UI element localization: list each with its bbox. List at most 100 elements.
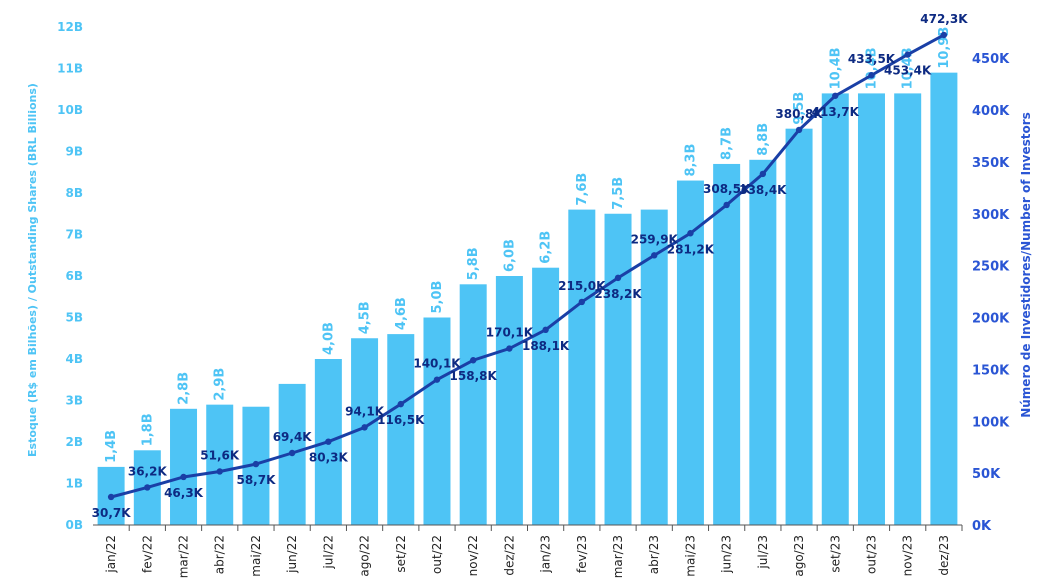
line-label: 338,4K	[739, 183, 787, 197]
bar-dez/22	[495, 276, 523, 525]
x-tick-mar/23: mar/23	[611, 535, 625, 578]
line-point	[252, 460, 260, 468]
right-tick: 200K	[972, 312, 1010, 327]
bar-abr/22	[206, 404, 234, 525]
x-tick-jan/23: jan/23	[539, 535, 553, 574]
line-point	[723, 201, 730, 209]
bar-out/23	[857, 93, 885, 526]
investors-line	[110, 33, 945, 499]
left-tick: 12B	[57, 20, 83, 34]
right-tick: 0K	[972, 519, 992, 534]
x-tick-nov/23: nov/23	[901, 535, 915, 576]
line-label: 80,3K	[309, 451, 349, 465]
line-label: 158,8K	[450, 369, 498, 383]
line-label: 380,8K	[775, 107, 823, 121]
left-tick: 1B	[66, 477, 84, 491]
left-axis-title: Estoque (R$ em Bilhões) / Outstanding Sh…	[26, 83, 39, 457]
left-tick: 5B	[66, 311, 84, 325]
x-axis-ticks: jan/22 fev/22 mar/22 abr/22 mai/22 jun/22 jul/…	[93, 524, 963, 578]
bar-label: 9,5B	[792, 92, 807, 125]
bar-ago/23	[785, 128, 813, 526]
right-tick: 350K	[972, 156, 1010, 171]
x-tick-mai/23: mai/23	[683, 535, 697, 577]
line-label: 140,1K	[413, 357, 461, 371]
bar-out/22	[423, 317, 451, 525]
bar-label: 7,6B	[575, 173, 590, 206]
bar-set/23	[821, 93, 849, 526]
line-label: 308,5K	[703, 182, 751, 196]
left-tick: 0B	[66, 518, 84, 532]
line-label: 188,1K	[522, 339, 570, 353]
line-label: 46,3K	[164, 486, 204, 500]
bar-set/22	[387, 334, 415, 525]
x-tick-mar/22: mar/22	[177, 535, 191, 578]
line-point	[940, 31, 948, 39]
x-tick-abr/23: abr/23	[647, 535, 661, 574]
x-tick-fev/22: fev/22	[140, 535, 154, 573]
bar-jan/23	[532, 267, 560, 525]
line-label: 170,1K	[486, 326, 534, 340]
bar-label: 1,4B	[104, 430, 119, 463]
x-tick-dez/23: dez/23	[937, 535, 951, 576]
x-tick-set/22: set/22	[394, 535, 408, 573]
bar-label: 2,9B	[213, 368, 228, 401]
bar-label: 10,4B	[828, 47, 843, 89]
left-tick: 2B	[66, 435, 84, 449]
line-label: 116,5K	[377, 413, 425, 427]
line-point	[325, 438, 332, 445]
line-label: 30,7K	[92, 506, 132, 520]
x-tick-out/22: out/22	[430, 535, 444, 574]
bar-label: 10,4B	[864, 47, 879, 89]
bar-label: 5,8B	[466, 247, 481, 280]
x-tick-jan/22: jan/22	[104, 535, 118, 574]
line-point	[216, 468, 223, 475]
right-tick: 450K	[972, 52, 1010, 67]
right-axis-ticks: 0K 50K 100K 150K 200K 250K 300K 350K 400K 450K	[972, 52, 1010, 534]
line-label: 413,7K	[812, 105, 860, 119]
line-label: 472,3K	[920, 12, 968, 26]
line-point	[433, 376, 441, 383]
bar-label: 8,3B	[683, 144, 698, 177]
left-tick: 11B	[57, 62, 83, 76]
line-point	[506, 345, 513, 352]
line-point	[469, 357, 477, 364]
bar-jul/23	[749, 159, 777, 526]
line-point	[542, 326, 549, 334]
line-label: 453,4K	[884, 64, 932, 78]
line-point	[795, 126, 803, 134]
bar-label: 4,0B	[321, 322, 336, 355]
bar-nov/23	[894, 93, 922, 526]
line-label: 69,4K	[273, 430, 313, 444]
line-point	[578, 298, 586, 306]
line-point	[397, 400, 404, 408]
left-axis-ticks: 0B 1B 2B 3B 4B 5B 6B 7B 8B 9B 10B 11B 12B	[57, 20, 83, 532]
bar-label: 7,5B	[611, 177, 626, 210]
x-tick-fev/23: fev/23	[575, 535, 589, 573]
line-point	[144, 484, 151, 491]
left-tick: 10B	[57, 103, 83, 117]
right-axis-title: Número de Investidores/Number of Investo…	[1019, 112, 1033, 418]
x-tick-jun/22: jun/22	[285, 535, 299, 574]
line-label: 51,6K	[200, 448, 240, 462]
left-tick: 8B	[66, 186, 84, 200]
right-tick: 100K	[972, 415, 1010, 430]
bar-label: 8,8B	[756, 123, 771, 156]
left-tick: 7B	[66, 228, 84, 242]
line-point	[759, 170, 767, 178]
bar-mar/22	[170, 408, 198, 525]
bar-jun/23	[713, 163, 741, 525]
right-tick: 400K	[972, 104, 1010, 119]
line-label: 238,2K	[594, 287, 642, 301]
bar-data-labels: 1,4B 1,8B 2,8B 2,9B 4,0B 4,5B 4,6B 5,0B 5,8B 6,0B…	[104, 27, 952, 463]
x-tick-out/23: out/23	[864, 535, 878, 574]
left-tick: 9B	[66, 145, 84, 159]
left-tick: 6B	[66, 269, 84, 283]
x-tick-nov/22: nov/22	[466, 535, 480, 576]
line-label: 58,7K	[236, 473, 276, 487]
x-tick-ago/23: ago/23	[792, 535, 806, 577]
x-tick-ago/22: ago/22	[358, 535, 372, 577]
bar-label: 6,2B	[539, 231, 554, 264]
line-label: 433,5K	[848, 52, 896, 66]
line-point	[180, 473, 187, 481]
